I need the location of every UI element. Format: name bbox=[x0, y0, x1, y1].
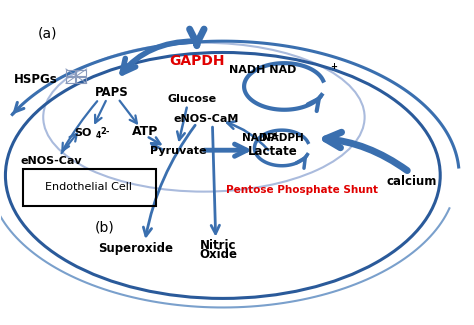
Text: Nitric: Nitric bbox=[200, 239, 237, 252]
Text: (a): (a) bbox=[38, 26, 58, 40]
Text: SO: SO bbox=[75, 128, 92, 138]
Text: Lactate: Lactate bbox=[247, 145, 297, 158]
Bar bbox=[76, 77, 86, 83]
Text: HSPGs: HSPGs bbox=[14, 73, 58, 86]
Text: Oxide: Oxide bbox=[199, 248, 237, 261]
Text: 2-: 2- bbox=[101, 127, 110, 136]
Bar bbox=[66, 70, 75, 76]
Bar bbox=[66, 77, 75, 83]
Text: Glucose: Glucose bbox=[167, 94, 217, 104]
Text: PAPS: PAPS bbox=[95, 86, 128, 99]
Text: calcium: calcium bbox=[387, 176, 437, 188]
Text: 4: 4 bbox=[96, 131, 101, 140]
Text: (b): (b) bbox=[95, 220, 115, 234]
Text: Superoxide: Superoxide bbox=[98, 242, 173, 255]
Bar bbox=[76, 70, 86, 76]
Text: +: + bbox=[330, 62, 337, 71]
Text: Endothelial Cell: Endothelial Cell bbox=[45, 182, 132, 192]
Text: ATP: ATP bbox=[132, 125, 158, 138]
Text: +: + bbox=[273, 131, 279, 140]
Text: Pyruvate: Pyruvate bbox=[150, 146, 206, 156]
Text: NADP: NADP bbox=[242, 133, 275, 143]
Text: eNOS-Cav: eNOS-Cav bbox=[21, 156, 82, 166]
Text: eNOS-CaM: eNOS-CaM bbox=[173, 114, 239, 124]
Text: Pentose Phosphate Shunt: Pentose Phosphate Shunt bbox=[226, 185, 378, 195]
Text: GAPDH: GAPDH bbox=[169, 54, 225, 68]
Text: NADPH: NADPH bbox=[263, 133, 304, 143]
Text: NADH NAD: NADH NAD bbox=[229, 65, 297, 75]
